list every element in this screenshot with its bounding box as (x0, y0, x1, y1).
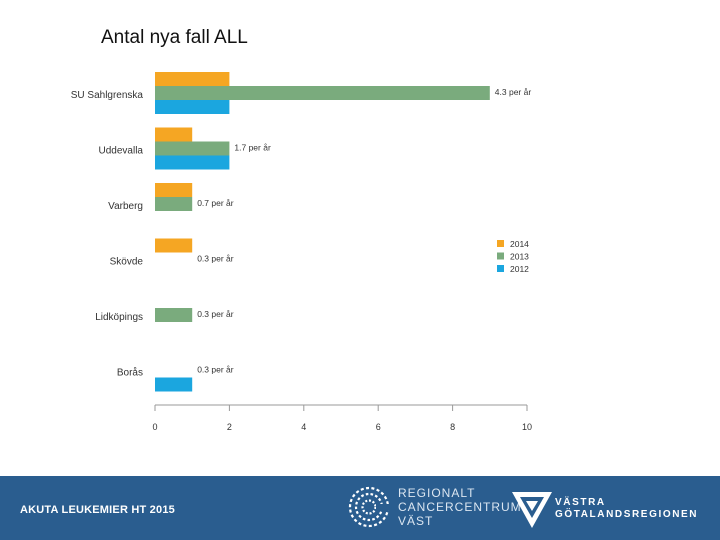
data-label: 0.7 per år (197, 198, 234, 208)
footer-bar: AKUTA LEUKEMIER HT 2015 REGIONALT CANCER… (0, 476, 720, 540)
category-label: Varberg (108, 201, 143, 212)
category-label: SU Sahlgrenska (71, 90, 144, 101)
bar-2014 (155, 72, 230, 86)
footer-text: AKUTA LEUKEMIER HT 2015 (20, 504, 175, 516)
vgr-line-2: GÖTALANDSREGIONEN (555, 509, 699, 520)
slide-title: Antal nya fall ALL (101, 27, 248, 48)
category-label: Lidköpings (95, 312, 143, 323)
legend-label: 2012 (510, 264, 529, 274)
data-label: 0.3 per år (197, 254, 234, 264)
x-tick-label: 10 (522, 422, 532, 432)
bar-2012 (155, 100, 230, 114)
x-tick-label: 4 (301, 422, 306, 432)
legend-swatch-2012 (497, 265, 504, 272)
rcc-line-3: VÄST (398, 514, 434, 528)
legend-label: 2014 (510, 239, 529, 249)
data-label: 0.3 per år (197, 309, 234, 319)
data-label: 1.7 per år (234, 143, 271, 153)
x-tick-label: 0 (152, 422, 157, 432)
bar-2013 (155, 86, 490, 100)
rcc-line-1: REGIONALT (398, 486, 476, 500)
x-tick-label: 2 (227, 422, 232, 432)
bar-2012 (155, 377, 193, 392)
bar-chart: SU Sahlgrenska 4.3 per år Uddevalla 1.7 per… (71, 72, 532, 432)
bar-2014 (155, 127, 193, 142)
legend-label: 2013 (510, 252, 529, 262)
category-label: Uddevalla (99, 146, 144, 157)
x-tick-label: 6 (376, 422, 381, 432)
x-tick-label: 8 (450, 422, 455, 432)
bar-2014 (155, 238, 193, 253)
data-label: 0.3 per år (197, 365, 234, 375)
rcc-line-2: CANCERCENTRUM (398, 500, 522, 514)
category-label: Borås (117, 367, 143, 379)
category-label: Skövde (110, 257, 144, 268)
bar-2014 (155, 183, 193, 197)
legend-swatch-2014 (497, 240, 504, 247)
vgr-line-1: VÄSTRA (555, 497, 606, 508)
bar-2013 (155, 141, 230, 156)
legend-swatch-2013 (497, 252, 504, 260)
vastra-gotalandsregionen-wordmark: VÄSTRA GÖTALANDSREGIONEN (555, 497, 698, 521)
regional-cancer-center-wordmark: REGIONALT CANCERCENTRUM VÄST (398, 486, 522, 528)
vastra-gotalandsregionen-logo-icon (512, 492, 552, 528)
data-label: 4.3 per år (495, 87, 532, 97)
regional-cancer-center-logo-icon (348, 486, 392, 528)
bar-2013 (155, 308, 193, 322)
bar-2013 (155, 197, 193, 211)
bar-2012 (155, 155, 230, 170)
